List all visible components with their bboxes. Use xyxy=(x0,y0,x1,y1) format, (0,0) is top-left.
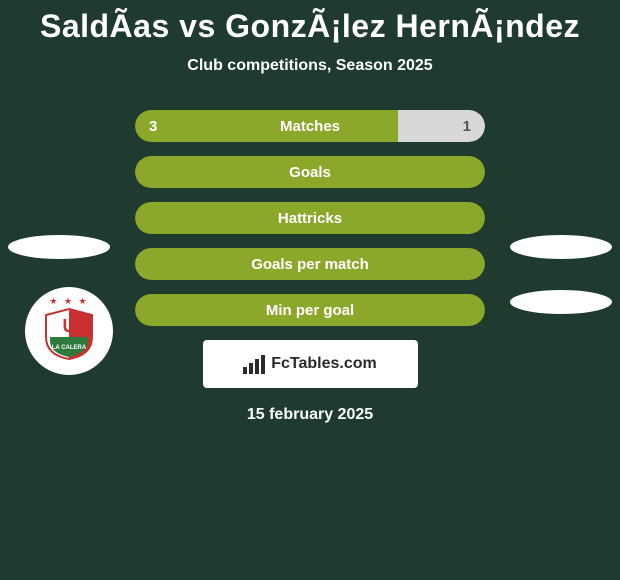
stat-rows: 3 1 Matches Goals Hattricks Goals per match Mi… xyxy=(0,110,620,326)
fctables-text: FcTables.com xyxy=(271,355,377,373)
stat-bar-left-segment xyxy=(135,110,398,142)
svg-text:LA CALERA: LA CALERA xyxy=(52,345,87,351)
stat-row: Min per goal xyxy=(0,294,620,326)
stat-bar: Hattricks xyxy=(135,202,485,234)
fctables-badge[interactable]: FcTables.com xyxy=(203,340,418,388)
stat-label: Goals xyxy=(289,164,331,181)
stat-label: Min per goal xyxy=(266,302,354,319)
stat-row: 3 1 Matches xyxy=(0,110,620,142)
stat-bar: Goals per match xyxy=(135,248,485,280)
stat-value-right: 1 xyxy=(463,118,471,135)
date-label: 15 february 2025 xyxy=(0,406,620,424)
stats-area: ★ ★ ★ U LA CALERA 31MatchesGoalsHattrick… xyxy=(0,110,620,424)
comparison-card: SaldÃ­as vs GonzÃ¡lez HernÃ¡ndez Club co… xyxy=(0,0,620,424)
page-title: SaldÃ­as vs GonzÃ¡lez HernÃ¡ndez xyxy=(0,8,620,45)
stat-bar-right-segment xyxy=(398,110,486,142)
stat-bar: Goals xyxy=(135,156,485,188)
stat-row: Hattricks xyxy=(0,202,620,234)
chart-icon xyxy=(243,355,265,374)
stat-bar: 3 1 Matches xyxy=(135,110,485,142)
page-subtitle: Club competitions, Season 2025 xyxy=(0,57,620,75)
stat-label: Goals per match xyxy=(251,256,369,273)
stat-label: Hattricks xyxy=(278,210,342,227)
stat-row: Goals per match xyxy=(0,248,620,280)
stat-value-left: 3 xyxy=(149,118,157,135)
stat-bar: Min per goal xyxy=(135,294,485,326)
stat-row: Goals xyxy=(0,156,620,188)
stat-label: Matches xyxy=(280,118,340,135)
